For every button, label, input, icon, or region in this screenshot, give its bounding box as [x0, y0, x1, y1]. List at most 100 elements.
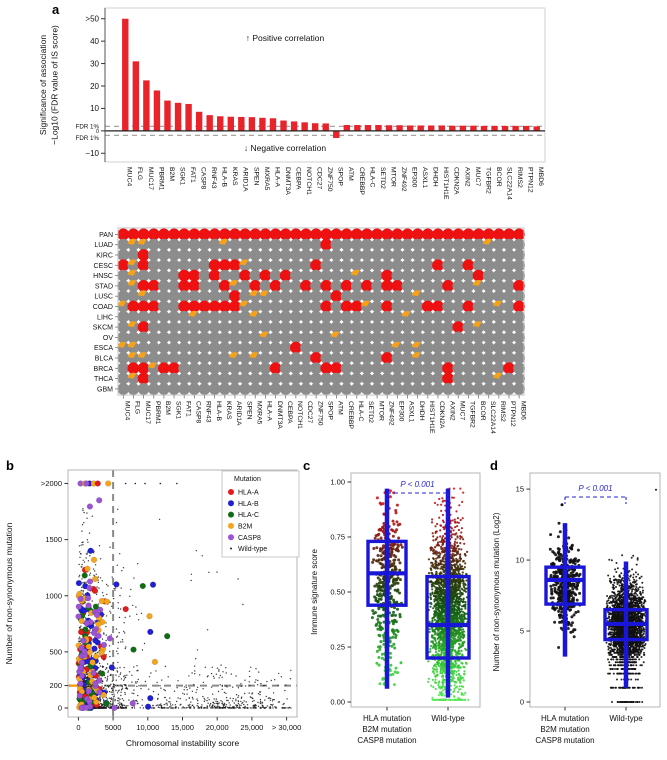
negative-correlation-annotation: ↓ Negative correlation [244, 143, 326, 153]
gene-label: SPEN [252, 167, 259, 186]
y-tick-label: 10 [90, 104, 99, 113]
gene-label: RIMS2 [516, 167, 523, 188]
gene-label: ZNF492 [400, 167, 407, 192]
positive-correlation-annotation: ↑ Positive correlation [246, 33, 325, 43]
gene-label: ZNF750 [326, 167, 333, 192]
y-tick-label: −10 [85, 149, 99, 158]
gene-label: BCOR [495, 167, 502, 187]
y-axis-label: Number of non-synonymous mutation [4, 522, 14, 664]
legend-entry-label: HLA-C [238, 512, 259, 519]
gene-label: MUC7 [458, 401, 465, 420]
legend-entry-label: HLA-A [238, 490, 259, 497]
gene-label: CASP8 [200, 167, 207, 190]
y-tick-label: 500 [49, 647, 62, 656]
gene-label: SLC22A14 [505, 167, 512, 200]
gene-label: HIST1H1E [428, 401, 435, 434]
row-labels: PAN LUAD KIRC CESC HNSC STAD LUSC COAD LIHC SKCM O… [93, 232, 118, 393]
fdr-label-positive: FDR 1% [76, 123, 100, 130]
gene-label: SETD2 [379, 167, 386, 189]
cancer-type-label: OV [103, 335, 113, 342]
panel-c-boxplot: P < 0.001 0.00 0.25 0.50 0.75 1.00 HLA mutatio… [306, 455, 488, 760]
y-axis-label: Immune signature score [310, 549, 319, 635]
gene-label: HLA-C [357, 401, 364, 421]
axes: 0.00 0.25 0.50 0.75 1.00 HLA mutation B2M muta… [330, 478, 465, 745]
panel-a-dot-matrix: PAN LUAD KIRC CESC HNSC STAD LUSC COAD LIHC SKCM O… [0, 224, 667, 460]
cancer-type-label: ESCA [94, 345, 113, 352]
axes: 0 5 10 15 HLA mutation B2M mutation CASP8 muta… [516, 485, 644, 745]
panel-a-bar-chart: >50 40 30 20 10 0 −10 FDR 1% FDR 1% Significance … [0, 0, 667, 224]
gene-label: SPOP [327, 401, 334, 420]
gene-label: AXIN2 [448, 401, 455, 421]
legend-entry-label: Wild-type [238, 546, 267, 553]
pvalue-label: P < 0.001 [400, 480, 434, 489]
gene-label: MTOR [389, 167, 396, 187]
cancer-type-label: CESC [94, 263, 113, 270]
cancer-type-label: LIHC [97, 314, 113, 321]
gene-label: B2M [164, 401, 171, 415]
y-tick-label: 20 [90, 82, 99, 91]
matrix-grid [117, 228, 525, 395]
legend: Mutation HLA-A HLA-B HLA-C B2M CASP8 Wild-type [221, 470, 300, 558]
gene-label: PTPN12 [527, 167, 534, 193]
bar-plot-border [104, 7, 546, 163]
fdr-label-negative: FDR 1% [76, 135, 100, 142]
group-label: Wild-type [609, 714, 643, 723]
gene-label: SPEN [245, 401, 252, 420]
bars-group [122, 18, 540, 139]
gene-label: MBD6 [537, 167, 544, 186]
group-label: B2M mutation [540, 725, 589, 734]
gene-label: MUC7 [474, 167, 481, 186]
cancer-type-label: BRCA [94, 366, 114, 373]
gene-label: MUC4 [126, 167, 133, 186]
x-tick-label: 25,000 [240, 723, 263, 732]
pvalue-bracket: P < 0.001 [564, 484, 627, 504]
gene-label: SGK1 [178, 167, 185, 185]
panel-label-d: d [490, 458, 498, 473]
mutation-points [75, 480, 171, 712]
gene-label: AXIN2 [463, 167, 470, 187]
y-axis-label: Number of non-synonymous mutation (Log2) [492, 512, 501, 671]
y-tick-label: 0.25 [330, 643, 345, 652]
x-tick-label: 10,000 [136, 723, 159, 732]
cancer-type-label: PAN [99, 232, 113, 239]
box-strip-svg: P < 0.001 0 5 10 15 HLA mutation B2M mutation C… [492, 472, 661, 745]
boxplots [366, 488, 471, 698]
y-tick-label: 15 [516, 485, 524, 494]
col-labels: MUC4 FLG MUC17 PBRM1 B2M SGK1 FAT1 CASP8 RNF43 HL… [122, 395, 526, 434]
gene-label: MBD6 [519, 401, 526, 420]
gene-label: SPOP [337, 167, 344, 186]
x-tick-label: 15,000 [171, 723, 194, 732]
legend-entry-label: CASP8 [238, 535, 261, 542]
y-tick-label: 5 [520, 627, 524, 636]
gene-label: CEBPA [286, 401, 293, 424]
gene-label: ARID1A [242, 167, 249, 192]
x-tick-label: 5000 [105, 723, 122, 732]
legend-entry-label: B2M [238, 524, 253, 531]
gene-label: FLG [134, 401, 141, 414]
gene-label: NOTCH1 [296, 401, 303, 429]
gene-label: CDKN2A [453, 167, 460, 195]
y-tick-label: 1000 [45, 591, 62, 600]
y-tick-label: 0 [520, 698, 524, 707]
y-tick-label: 1500 [45, 535, 62, 544]
bar-chart-svg: >50 40 30 20 10 0 −10 FDR 1% FDR 1% Significance … [38, 7, 546, 200]
x-tick-label: 20,000 [206, 723, 229, 732]
scatter-axes: 0 5000 10,000 15,000 20,000 25,000 > 30,000 0 20… [41, 479, 301, 732]
panel-b-scatter: 0 5000 10,000 15,000 20,000 25,000 > 30,000 0 20… [0, 455, 310, 760]
gene-label: PTPN12 [509, 401, 516, 427]
gene-label: HLA-C [368, 167, 375, 187]
gene-label: ATM [347, 167, 354, 181]
y-axis-ticks: >50 40 30 20 10 0 −10 [85, 15, 105, 158]
y-tick-label: >2000 [41, 479, 62, 488]
y-tick-label: 40 [90, 37, 99, 46]
gene-label: MTOR [377, 401, 384, 421]
gene-label: ATM [337, 401, 344, 415]
gene-label: KRAS [225, 401, 232, 420]
y-tick-label: 0.50 [330, 588, 345, 597]
cancer-type-label: LUAD [94, 242, 113, 249]
gene-label: SLC22A14 [489, 401, 496, 434]
gene-label: CREBBP [347, 401, 354, 429]
y-tick-label: 10 [516, 556, 524, 565]
y-tick-label: 30 [90, 59, 99, 68]
box-strip-svg: P < 0.001 0.00 0.25 0.50 0.75 1.00 HLA mutatio… [310, 472, 481, 745]
